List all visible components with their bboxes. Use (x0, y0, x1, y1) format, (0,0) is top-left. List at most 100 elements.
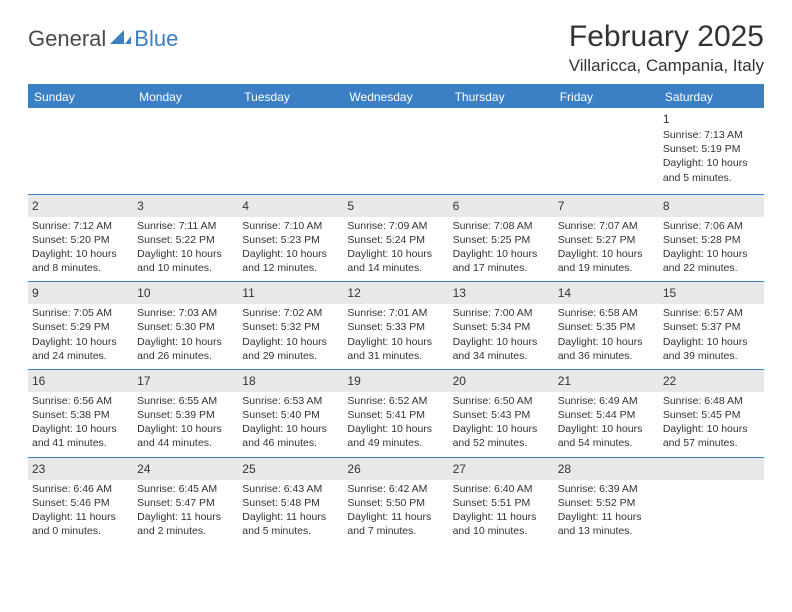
day-details: Sunrise: 6:50 AMSunset: 5:43 PMDaylight:… (453, 394, 550, 451)
day-details: Sunrise: 7:01 AMSunset: 5:33 PMDaylight:… (347, 306, 444, 363)
logo-text-blue: Blue (134, 26, 178, 52)
day-details: Sunrise: 7:07 AMSunset: 5:27 PMDaylight:… (558, 219, 655, 276)
day-number: 22 (663, 372, 676, 390)
calendar-cell (659, 457, 764, 544)
day-number: 28 (558, 460, 571, 478)
daynum-bar: 25 (238, 458, 343, 480)
day-number: 25 (242, 460, 255, 478)
calendar-cell: 16Sunrise: 6:56 AMSunset: 5:38 PMDayligh… (28, 369, 133, 457)
calendar-cell: 4 Sunrise: 7:10 AMSunset: 5:23 PMDaylight… (238, 194, 343, 282)
day-number: 27 (453, 460, 466, 478)
daynum-bar: 4 (238, 195, 343, 217)
weekday-header: Monday (133, 86, 238, 108)
day-details: Sunrise: 6:39 AMSunset: 5:52 PMDaylight:… (558, 482, 655, 539)
day-details: Sunrise: 7:06 AMSunset: 5:28 PMDaylight:… (663, 219, 760, 276)
daynum-bar: 8 (659, 195, 764, 217)
calendar-cell (28, 108, 133, 194)
day-details: Sunrise: 6:45 AMSunset: 5:47 PMDaylight:… (137, 482, 234, 539)
day-details: Sunrise: 6:49 AMSunset: 5:44 PMDaylight:… (558, 394, 655, 451)
calendar-week-row: 9Sunrise: 7:05 AMSunset: 5:29 PMDaylight… (28, 282, 764, 370)
day-number: 12 (347, 284, 360, 302)
day-details: Sunrise: 6:52 AMSunset: 5:41 PMDaylight:… (347, 394, 444, 451)
day-number: 9 (32, 284, 39, 302)
day-details: Sunrise: 6:40 AMSunset: 5:51 PMDaylight:… (453, 482, 550, 539)
day-number: 17 (137, 372, 150, 390)
daynum-bar: 10 (133, 282, 238, 304)
day-details: Sunrise: 6:46 AMSunset: 5:46 PMDaylight:… (32, 482, 129, 539)
calendar-cell: 25Sunrise: 6:43 AMSunset: 5:48 PMDayligh… (238, 457, 343, 544)
calendar-cell (343, 108, 448, 194)
day-details: Sunrise: 7:03 AMSunset: 5:30 PMDaylight:… (137, 306, 234, 363)
calendar-cell: 10 Sunrise: 7:03 AMSunset: 5:30 PMDayligh… (133, 282, 238, 370)
calendar-cell: 12 Sunrise: 7:01 AMSunset: 5:33 PMDayligh… (343, 282, 448, 370)
weekday-header: Wednesday (343, 86, 448, 108)
weekday-header: Friday (554, 86, 659, 108)
calendar-cell: 23 Sunrise: 6:46 AMSunset: 5:46 PMDayligh… (28, 457, 133, 544)
month-title: February 2025 (569, 20, 764, 54)
weekday-header-row: Sunday Monday Tuesday Wednesday Thursday… (28, 86, 764, 108)
daynum-bar: 12 (343, 282, 448, 304)
calendar-cell: 13 Sunrise: 7:00 AMSunset: 5:34 PMDayligh… (449, 282, 554, 370)
daynum-bar: 19 (343, 370, 448, 392)
day-details: Sunrise: 7:12 AMSunset: 5:20 PMDaylight:… (32, 219, 129, 276)
calendar-week-row: 16Sunrise: 6:56 AMSunset: 5:38 PMDayligh… (28, 369, 764, 457)
calendar-cell: 3Sunrise: 7:11 AMSunset: 5:22 PMDaylight… (133, 194, 238, 282)
weekday-header: Sunday (28, 86, 133, 108)
day-number: 11 (242, 284, 254, 302)
day-details: Sunrise: 6:56 AMSunset: 5:38 PMDaylight:… (32, 394, 129, 451)
calendar-cell: 14 Sunrise: 6:58 AMSunset: 5:35 PMDayligh… (554, 282, 659, 370)
daynum-bar: 2 (28, 195, 133, 217)
day-details: Sunrise: 7:08 AMSunset: 5:25 PMDaylight:… (453, 219, 550, 276)
day-details: Sunrise: 6:58 AMSunset: 5:35 PMDaylight:… (558, 306, 655, 363)
weekday-header: Thursday (449, 86, 554, 108)
day-number: 24 (137, 460, 150, 478)
daynum-bar: 6 (449, 195, 554, 217)
day-number: 14 (558, 284, 571, 302)
daynum-bar: 17 (133, 370, 238, 392)
day-number: 23 (32, 460, 45, 478)
day-details: Sunrise: 7:11 AMSunset: 5:22 PMDaylight:… (137, 219, 234, 276)
day-number: 10 (137, 284, 150, 302)
daynum-bar: 3 (133, 195, 238, 217)
calendar-cell: 27 Sunrise: 6:40 AMSunset: 5:51 PMDayligh… (449, 457, 554, 544)
calendar-cell: 5Sunrise: 7:09 AMSunset: 5:24 PMDaylight… (343, 194, 448, 282)
daynum-bar: 7 (554, 195, 659, 217)
daynum-bar-empty (659, 458, 764, 480)
calendar-cell: 26Sunrise: 6:42 AMSunset: 5:50 PMDayligh… (343, 457, 448, 544)
calendar-cell: 17 Sunrise: 6:55 AMSunset: 5:39 PMDayligh… (133, 369, 238, 457)
calendar-cell: 22 Sunrise: 6:48 AMSunset: 5:45 PMDayligh… (659, 369, 764, 457)
logo: General Blue (28, 26, 178, 52)
calendar-cell (449, 108, 554, 194)
title-block: February 2025 Villaricca, Campania, Ital… (569, 20, 764, 76)
daynum-bar: 15 (659, 282, 764, 304)
day-number: 5 (347, 197, 354, 215)
day-details: Sunrise: 7:10 AMSunset: 5:23 PMDaylight:… (242, 219, 339, 276)
calendar-cell: 1Sunrise: 7:13 AMSunset: 5:19 PMDaylight… (659, 108, 764, 194)
calendar-table: Sunday Monday Tuesday Wednesday Thursday… (28, 86, 764, 544)
day-number: 2 (32, 197, 39, 215)
calendar-week-row: 2 Sunrise: 7:12 AMSunset: 5:20 PMDaylight… (28, 194, 764, 282)
daynum-bar: 13 (449, 282, 554, 304)
day-number: 20 (453, 372, 466, 390)
day-number: 4 (242, 197, 249, 215)
day-details: Sunrise: 6:55 AMSunset: 5:39 PMDaylight:… (137, 394, 234, 451)
daynum-bar: 26 (343, 458, 448, 480)
daynum-bar: 14 (554, 282, 659, 304)
weekday-header: Tuesday (238, 86, 343, 108)
calendar-cell: 7Sunrise: 7:07 AMSunset: 5:27 PMDaylight… (554, 194, 659, 282)
calendar-cell: 6Sunrise: 7:08 AMSunset: 5:25 PMDaylight… (449, 194, 554, 282)
daynum-bar: 28 (554, 458, 659, 480)
calendar-cell (133, 108, 238, 194)
day-details: Sunrise: 6:53 AMSunset: 5:40 PMDaylight:… (242, 394, 339, 451)
calendar-cell: 21Sunrise: 6:49 AMSunset: 5:44 PMDayligh… (554, 369, 659, 457)
calendar-cell: 20 Sunrise: 6:50 AMSunset: 5:43 PMDayligh… (449, 369, 554, 457)
daynum-bar: 23 (28, 458, 133, 480)
day-number: 13 (453, 284, 466, 302)
daynum-bar: 22 (659, 370, 764, 392)
calendar-week-row: 1Sunrise: 7:13 AMSunset: 5:19 PMDaylight… (28, 108, 764, 194)
day-details: Sunrise: 7:02 AMSunset: 5:32 PMDaylight:… (242, 306, 339, 363)
calendar-cell: 19Sunrise: 6:52 AMSunset: 5:41 PMDayligh… (343, 369, 448, 457)
day-details: Sunrise: 7:00 AMSunset: 5:34 PMDaylight:… (453, 306, 550, 363)
day-details: Sunrise: 6:48 AMSunset: 5:45 PMDaylight:… (663, 394, 760, 451)
logo-sail-icon (110, 28, 132, 51)
